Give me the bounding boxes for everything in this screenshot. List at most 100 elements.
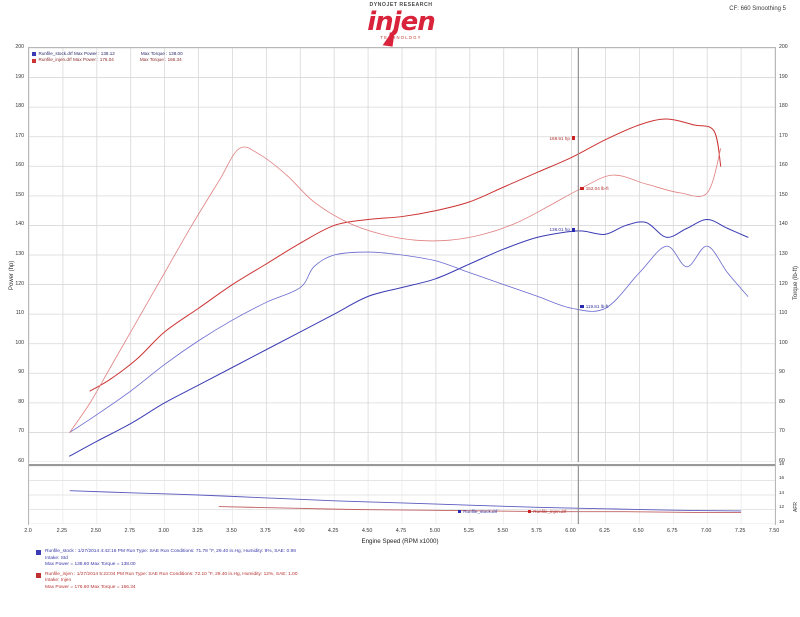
afr-series-injen-afr bbox=[218, 506, 742, 513]
afr-tick-right: 18 bbox=[779, 460, 785, 466]
run-injen-line3: Max Power = 176.60 Max Torque = 166.34 bbox=[45, 584, 136, 590]
y-tick-left: 160 bbox=[15, 162, 24, 169]
y-tick-right: 110 bbox=[779, 310, 788, 317]
x-tick: 2.0 bbox=[24, 528, 32, 534]
afr-tick-right: 14 bbox=[779, 489, 785, 495]
inplot-legend: Runfile_stock.drf Max Power : 138.12 Max… bbox=[32, 51, 183, 64]
run-legend-entry: Runfile_injen : 1/27/2014 5:22:04 PM Run… bbox=[36, 572, 776, 592]
chart-header: DYNOJET RESEARCH injen TECHNOLOGY CF: 66… bbox=[0, 0, 800, 47]
x-tick: 3.75 bbox=[260, 528, 271, 534]
run-legend: Runfile_stock : 1/27/2014 4:42:16 PM Run… bbox=[36, 549, 776, 595]
logo-swoosh-icon bbox=[382, 25, 396, 47]
y-tick-right: 70 bbox=[779, 428, 785, 435]
run-legend-entry: Runfile_stock : 1/27/2014 4:42:16 PM Run… bbox=[36, 549, 776, 569]
run-swatch-stock bbox=[36, 550, 41, 555]
y-tick-left: 120 bbox=[15, 280, 24, 287]
y-tick-left: 170 bbox=[15, 132, 24, 139]
y-tick-right: 190 bbox=[779, 73, 788, 80]
y-tick-right: 180 bbox=[779, 103, 788, 110]
run-stock-line1: Runfile_stock : 1/27/2014 4:42:16 PM Run… bbox=[45, 549, 296, 554]
y-tick-left: 180 bbox=[15, 103, 24, 110]
legend-stock-text: Runfile_stock.drf Max Power : 138.12 bbox=[38, 51, 115, 56]
y-tick-left: 130 bbox=[15, 251, 24, 257]
inplot-legend-row: Runfile_injen.drf Max Power : 176.04 Max… bbox=[32, 57, 183, 63]
x-tick: 5.50 bbox=[497, 528, 508, 534]
callout-stock-power-cursor: 138.01 hp bbox=[515, 227, 576, 232]
y-tick-left: 190 bbox=[15, 73, 24, 80]
power-torque-panel bbox=[29, 48, 775, 462]
logo-subtitle: TECHNOLOGY bbox=[380, 35, 422, 40]
y-tick-right: 200 bbox=[779, 44, 788, 50]
y-tick-right: 140 bbox=[779, 221, 788, 228]
logo-tagline: DYNOJET RESEARCH bbox=[369, 2, 433, 8]
x-tick: 4.25 bbox=[327, 528, 339, 534]
afr-label-marker bbox=[528, 509, 532, 514]
afr-label-text: Runfile_stock.drf bbox=[463, 509, 498, 514]
y-tick-left: 200 bbox=[15, 44, 24, 50]
x-tick: 2.75 bbox=[124, 528, 135, 534]
x-tick: 7.25 bbox=[734, 528, 746, 534]
x-tick: 2.25 bbox=[56, 528, 68, 534]
y-tick-left: 60 bbox=[18, 458, 24, 464]
callout-marker bbox=[580, 186, 584, 191]
run-swatch-injen bbox=[36, 572, 41, 578]
y-tick-right: 80 bbox=[779, 398, 785, 405]
run-stock-line3: Max Power = 138.60 Max Torque = 138.00 bbox=[45, 562, 136, 568]
callout-marker bbox=[571, 228, 576, 232]
legend-swatch-injen bbox=[32, 58, 36, 63]
y-tick-left: 150 bbox=[15, 191, 24, 198]
run-injen-line2: Intake: Injen bbox=[45, 578, 72, 584]
smoothing-label: CF: 660 Smoothing 5 bbox=[729, 6, 786, 12]
afr-label-text: Runfile_injen.drf bbox=[533, 509, 567, 514]
x-tick: 3.25 bbox=[192, 528, 203, 534]
y-tick-left: 100 bbox=[15, 339, 24, 346]
y-tick-left: 110 bbox=[15, 310, 24, 317]
y-tick-right: 60 bbox=[779, 458, 785, 464]
series-stock-power bbox=[69, 219, 749, 457]
x-tick: 5.25 bbox=[463, 528, 475, 534]
y-tick-left: 90 bbox=[18, 369, 24, 376]
y-tick-right: 150 bbox=[779, 191, 788, 198]
y-tick-right: 130 bbox=[779, 251, 788, 257]
x-tick: 2.50 bbox=[90, 528, 102, 534]
afr-label-marker bbox=[458, 509, 462, 514]
afr-plot bbox=[29, 466, 775, 524]
inplot-legend-row: Runfile_stock.drf Max Power : 138.12 Max… bbox=[32, 51, 183, 57]
callout-label: 119.81 lb-ft bbox=[585, 304, 609, 310]
y-tick-left: 80 bbox=[18, 398, 24, 405]
x-axis-title: Engine Speed (RPM x1000) bbox=[361, 538, 439, 545]
run-injen-line1: Runfile_injen : 1/27/2014 5:22:04 PM Run… bbox=[45, 571, 298, 577]
callout-injen-power-cursor: 168.91 hp bbox=[515, 135, 576, 141]
legend-stock-torque: Max Torque : 138.00 bbox=[140, 51, 183, 56]
legend-injen-torque: Max Torque : 166.34 bbox=[139, 57, 182, 63]
afr-tick-right: 12 bbox=[779, 504, 785, 509]
callout-injen-torque-cursor: 152.04 lb-ft bbox=[580, 186, 609, 191]
afr-panel bbox=[29, 464, 775, 526]
logo-wordmark: injen bbox=[367, 7, 435, 37]
x-tick: 5.75 bbox=[531, 528, 542, 534]
x-tick: 3.00 bbox=[158, 528, 169, 534]
afr-tick-right: 10 bbox=[779, 518, 785, 524]
series-injen-torque bbox=[69, 146, 722, 433]
series-stock-torque bbox=[69, 245, 749, 433]
callout-marker bbox=[571, 136, 576, 140]
x-tick: 6.75 bbox=[667, 528, 678, 534]
afr-tick-right: 16 bbox=[779, 475, 785, 480]
x-tick: 6.00 bbox=[565, 528, 576, 534]
dyno-chart bbox=[28, 47, 776, 526]
y-tick-right: 90 bbox=[779, 369, 785, 376]
x-tick: 3.50 bbox=[226, 528, 237, 534]
afr-run-label: Runfile_injen.drf bbox=[528, 509, 566, 514]
series-injen-power bbox=[89, 118, 722, 392]
run-stock-line2: Intake: Std bbox=[45, 555, 68, 561]
x-tick: 7.00 bbox=[700, 528, 712, 534]
afr-run-label: Runfile_stock.drf bbox=[458, 509, 497, 514]
y-tick-left: 70 bbox=[18, 428, 24, 435]
x-tick: 6.25 bbox=[599, 528, 610, 534]
x-tick: 7.50 bbox=[768, 528, 780, 534]
x-tick: 6.50 bbox=[633, 528, 644, 534]
y-tick-right: 160 bbox=[779, 162, 788, 169]
x-tick: 4.75 bbox=[395, 528, 407, 534]
callout-marker bbox=[580, 305, 584, 309]
callout-label: 168.91 hp bbox=[549, 135, 570, 141]
